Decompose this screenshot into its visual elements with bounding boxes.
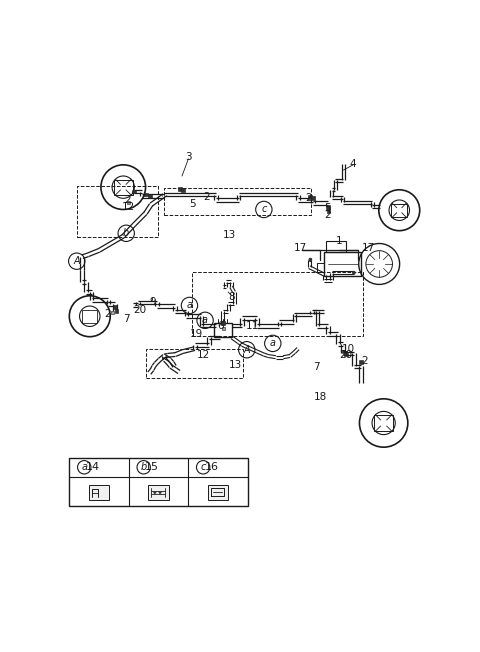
Bar <box>342 349 345 353</box>
Bar <box>127 201 130 203</box>
Bar <box>192 272 363 336</box>
Text: 11: 11 <box>246 321 259 331</box>
Text: 7: 7 <box>312 363 319 372</box>
Text: b: b <box>123 228 129 238</box>
Text: 5: 5 <box>324 203 330 213</box>
Text: 17: 17 <box>293 243 307 253</box>
Bar <box>344 353 348 357</box>
Circle shape <box>158 491 162 494</box>
Text: 2: 2 <box>124 195 131 205</box>
Text: a: a <box>202 316 208 325</box>
Text: A: A <box>243 345 250 355</box>
Text: 6: 6 <box>217 321 224 331</box>
Bar <box>308 195 312 199</box>
Text: 2: 2 <box>204 192 210 202</box>
Text: c: c <box>261 205 266 215</box>
Text: 17: 17 <box>362 243 375 253</box>
Text: a: a <box>270 338 276 348</box>
Bar <box>374 415 393 431</box>
Text: A: A <box>73 256 80 266</box>
Bar <box>181 188 185 192</box>
Text: 2: 2 <box>361 356 368 366</box>
Text: 8: 8 <box>228 292 234 302</box>
Bar <box>69 458 248 506</box>
Circle shape <box>309 258 312 261</box>
Text: 10: 10 <box>342 344 355 353</box>
Bar <box>214 323 232 338</box>
Text: 12: 12 <box>197 349 210 359</box>
Text: 4: 4 <box>350 158 357 169</box>
Bar <box>89 485 109 500</box>
Text: 20: 20 <box>133 304 146 314</box>
Text: 5: 5 <box>189 198 195 209</box>
Bar <box>111 311 114 314</box>
Bar <box>114 180 132 194</box>
Bar <box>391 203 408 217</box>
Text: 1: 1 <box>336 236 342 246</box>
Bar <box>222 327 225 330</box>
Text: a: a <box>186 301 192 310</box>
Text: c: c <box>201 462 206 472</box>
Bar <box>164 188 311 215</box>
Text: 2: 2 <box>305 193 312 203</box>
Bar <box>360 360 363 364</box>
Bar <box>146 349 243 378</box>
Bar <box>83 310 97 323</box>
Text: 9: 9 <box>149 297 156 308</box>
Bar <box>144 193 148 196</box>
Text: 13: 13 <box>229 360 242 370</box>
Bar <box>77 186 158 237</box>
Bar <box>311 196 315 200</box>
Bar <box>148 485 168 500</box>
Bar <box>326 205 330 209</box>
Text: 20: 20 <box>339 350 352 361</box>
Text: 19: 19 <box>190 329 204 340</box>
Text: 13: 13 <box>223 230 236 240</box>
Text: 16: 16 <box>204 462 218 472</box>
Text: 3: 3 <box>185 152 192 162</box>
Circle shape <box>352 271 356 274</box>
Bar <box>178 186 181 190</box>
Text: 12: 12 <box>122 202 135 213</box>
Bar <box>148 194 152 198</box>
Text: 18: 18 <box>314 392 327 402</box>
Bar <box>221 321 225 325</box>
Text: 2: 2 <box>324 210 330 220</box>
Text: 7: 7 <box>123 314 130 324</box>
Text: 15: 15 <box>145 462 159 472</box>
Bar <box>327 209 330 213</box>
Text: b: b <box>141 462 147 472</box>
Bar <box>113 305 117 309</box>
Bar <box>132 190 135 194</box>
Text: a: a <box>81 462 87 472</box>
Text: 2: 2 <box>104 310 111 319</box>
Bar <box>208 485 228 500</box>
Bar <box>115 309 119 312</box>
Bar <box>326 241 347 252</box>
Text: 14: 14 <box>85 462 99 472</box>
Bar <box>317 263 324 273</box>
Circle shape <box>154 491 156 494</box>
Bar <box>324 252 361 276</box>
